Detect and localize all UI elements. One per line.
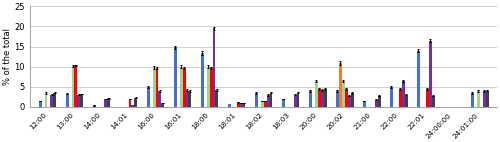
Bar bbox=[344, 89, 348, 107]
Bar bbox=[314, 81, 318, 107]
Bar bbox=[174, 47, 176, 107]
Bar bbox=[206, 67, 210, 107]
Bar bbox=[44, 93, 48, 107]
Bar bbox=[402, 81, 404, 107]
Bar bbox=[146, 87, 150, 107]
Bar bbox=[210, 68, 212, 107]
Y-axis label: % of the total: % of the total bbox=[3, 28, 12, 85]
Bar bbox=[426, 89, 428, 107]
Bar bbox=[294, 95, 296, 107]
Bar bbox=[476, 91, 480, 107]
Bar bbox=[296, 93, 300, 107]
Bar bbox=[80, 94, 84, 107]
Bar bbox=[158, 91, 162, 107]
Bar bbox=[186, 90, 188, 107]
Bar bbox=[240, 103, 242, 107]
Bar bbox=[152, 67, 156, 107]
Bar bbox=[92, 105, 96, 107]
Bar bbox=[180, 67, 182, 107]
Bar bbox=[108, 98, 110, 107]
Bar bbox=[486, 91, 488, 107]
Bar bbox=[338, 63, 342, 107]
Bar bbox=[200, 53, 203, 107]
Bar bbox=[236, 102, 240, 107]
Bar bbox=[74, 65, 78, 107]
Bar bbox=[428, 40, 432, 107]
Bar bbox=[66, 94, 68, 107]
Bar bbox=[378, 96, 380, 107]
Bar bbox=[254, 93, 258, 107]
Bar bbox=[270, 93, 272, 107]
Bar bbox=[54, 93, 56, 107]
Bar bbox=[134, 98, 138, 107]
Bar bbox=[260, 101, 264, 107]
Bar bbox=[228, 104, 230, 107]
Bar bbox=[324, 89, 326, 107]
Bar bbox=[318, 89, 320, 107]
Bar bbox=[390, 87, 392, 107]
Bar bbox=[348, 96, 350, 107]
Bar bbox=[132, 105, 134, 107]
Bar bbox=[282, 99, 284, 107]
Bar bbox=[362, 101, 366, 107]
Bar bbox=[482, 91, 486, 107]
Bar bbox=[188, 91, 192, 107]
Bar bbox=[50, 95, 53, 107]
Bar bbox=[308, 91, 312, 107]
Bar bbox=[336, 91, 338, 107]
Bar bbox=[404, 95, 407, 107]
Bar bbox=[264, 101, 266, 107]
Bar bbox=[212, 28, 216, 107]
Bar bbox=[471, 93, 474, 107]
Bar bbox=[156, 68, 158, 107]
Bar bbox=[242, 103, 246, 107]
Bar bbox=[162, 103, 164, 107]
Bar bbox=[374, 100, 378, 107]
Bar bbox=[266, 95, 270, 107]
Bar bbox=[72, 66, 74, 107]
Bar bbox=[350, 93, 354, 107]
Bar bbox=[78, 95, 80, 107]
Bar bbox=[38, 101, 42, 107]
Bar bbox=[320, 90, 324, 107]
Bar bbox=[342, 81, 344, 107]
Bar bbox=[216, 90, 218, 107]
Bar bbox=[416, 51, 420, 107]
Bar bbox=[182, 68, 186, 107]
Bar bbox=[432, 96, 434, 107]
Bar bbox=[398, 89, 402, 107]
Bar bbox=[128, 99, 132, 107]
Bar bbox=[104, 99, 108, 107]
